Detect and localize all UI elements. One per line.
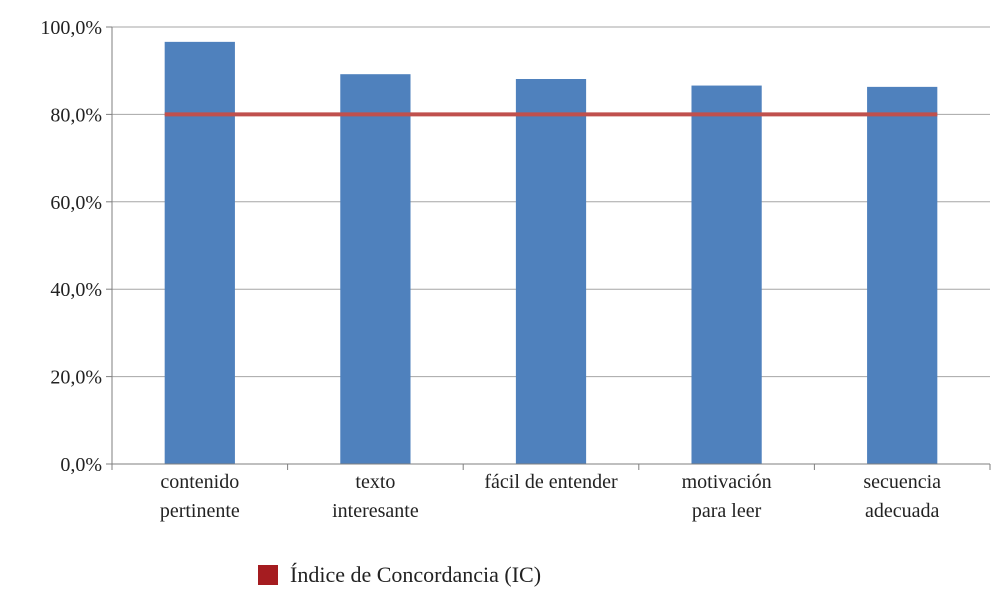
x-category-label: adecuada (865, 500, 940, 522)
bar (340, 74, 411, 465)
bar (164, 41, 235, 464)
y-tick-label: 80,0% (50, 104, 102, 126)
x-category-label: secuencia (863, 471, 941, 493)
x-category-label: motivación (682, 471, 772, 493)
bar (515, 79, 587, 465)
y-tick-label: 20,0% (50, 367, 102, 389)
x-category-label: interesante (332, 500, 419, 522)
x-category-label: contenido (160, 471, 239, 493)
bar (867, 86, 938, 464)
bar (691, 85, 762, 465)
bar-chart: 0,0% 20,0% 40,0% 60,0% 80,0% 100,0% contenido p… (40, 17, 991, 522)
x-category-label: para leer (692, 500, 762, 522)
x-category-label: pertinente (160, 500, 240, 522)
legend-swatch-ic (258, 565, 278, 585)
y-tick-label: 0,0% (60, 454, 102, 476)
y-tick-label: 100,0% (40, 17, 102, 39)
y-tick-label: 40,0% (50, 279, 102, 301)
legend: Índice de Concordancia (IC) (258, 562, 541, 588)
y-tick-label: 60,0% (50, 192, 102, 214)
x-category-label: texto (355, 471, 395, 493)
x-category-label: fácil de entender (484, 471, 618, 493)
legend-label-ic: Índice de Concordancia (IC) (290, 562, 542, 587)
